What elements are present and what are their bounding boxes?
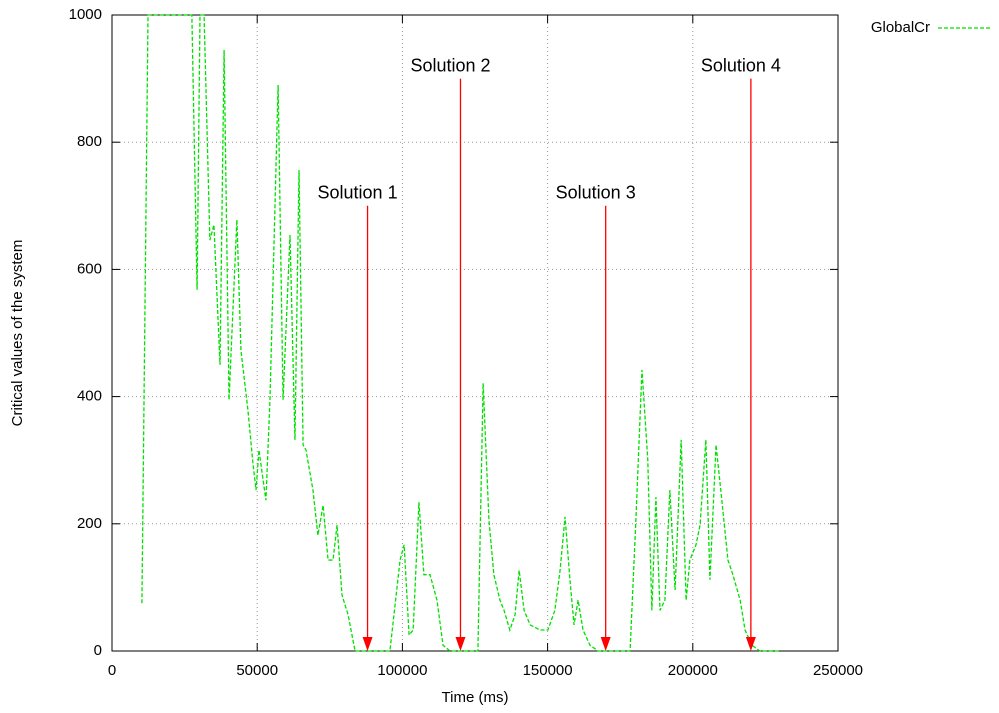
y-tick-label: 0	[94, 642, 102, 659]
legend-label: GlobalCr	[871, 19, 930, 36]
y-tick-label: 600	[77, 260, 102, 277]
x-axis-label: Time (ms)	[442, 689, 509, 706]
annotation-label: Solution 2	[410, 55, 490, 75]
x-tick-label: 100000	[377, 662, 427, 679]
arrow-head	[362, 637, 373, 651]
x-tick-label: 50000	[236, 662, 278, 679]
x-tick-label: 200000	[668, 662, 718, 679]
annotation-label: Solution 3	[556, 183, 636, 203]
data-line	[141, 14, 780, 652]
x-tick-label: 150000	[523, 662, 573, 679]
plot-frame	[111, 14, 839, 652]
y-tick-label: 1000	[69, 6, 102, 23]
arrow-head	[455, 637, 466, 651]
arrow-head	[600, 637, 611, 651]
y-axis-label: Critical values of the system	[9, 240, 26, 427]
arrow-head	[745, 637, 756, 651]
y-tick-label: 200	[77, 515, 102, 532]
annotation-label: Solution 1	[318, 183, 398, 203]
x-tick-label: 0	[108, 662, 116, 679]
x-tick-label: 250000	[813, 662, 863, 679]
y-tick-label: 400	[77, 388, 102, 405]
y-tick-label: 800	[77, 133, 102, 150]
annotation-label: Solution 4	[701, 55, 781, 75]
